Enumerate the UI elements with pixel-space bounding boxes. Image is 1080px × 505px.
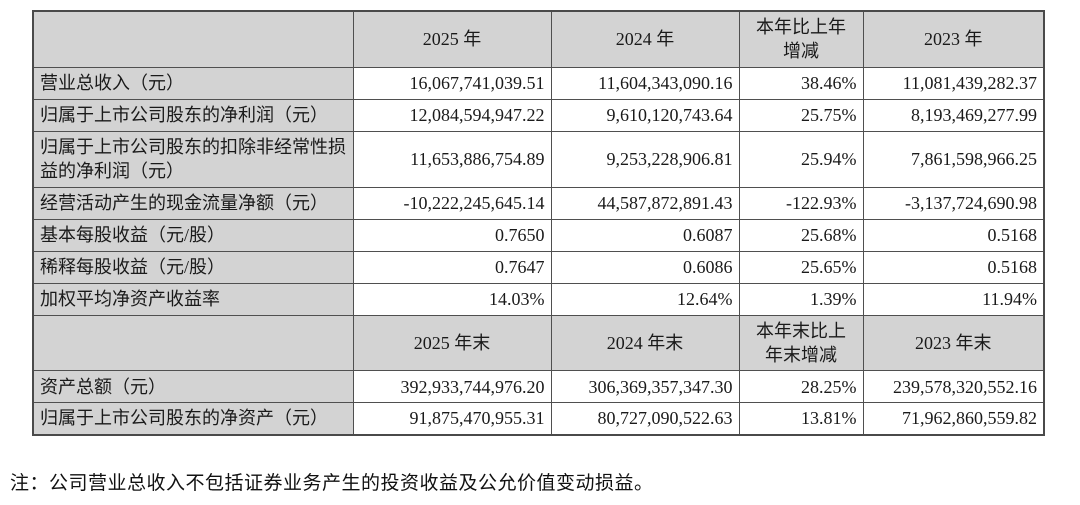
value-2024: 12.64% <box>550 282 740 316</box>
value-2023-end: 239,578,320,552.16 <box>862 370 1045 404</box>
value-2025: -10,222,245,645.14 <box>352 186 552 220</box>
header-blank <box>32 10 354 68</box>
table-row-weighted-avg-roe: 加权平均净资产收益率 14.03% 12.64% 1.39% 11.94% <box>32 282 1045 316</box>
header-2024: 2024 年 <box>550 10 740 68</box>
value-change: 25.65% <box>738 250 864 284</box>
value-change: -122.93% <box>738 186 864 220</box>
value-2025: 16,067,741,039.51 <box>352 66 552 100</box>
table-header-annual: 2025 年 2024 年 本年比上年 增减 2023 年 <box>32 10 1045 68</box>
header-2023-end: 2023 年末 <box>862 314 1045 372</box>
footnote: 注：公司营业总收入不包括证券业务产生的投资收益及公允价值变动损益。 <box>10 473 654 494</box>
value-2023: 7,861,598,966.25 <box>862 130 1045 188</box>
key-financials-table: 2025 年 2024 年 本年比上年 增减 2023 年 营业总收入（元） 1… <box>32 10 1045 436</box>
table-row-operating-cash-flow: 经营活动产生的现金流量净额（元） -10,222,245,645.14 44,5… <box>32 186 1045 220</box>
value-change: 28.25% <box>738 370 864 404</box>
value-change: 25.68% <box>738 218 864 252</box>
value-change: 1.39% <box>738 282 864 316</box>
header-2023: 2023 年 <box>862 10 1045 68</box>
value-2024-end: 80,727,090,522.63 <box>550 402 740 436</box>
row-label: 经营活动产生的现金流量净额（元） <box>32 186 354 220</box>
header-2024-end: 2024 年末 <box>550 314 740 372</box>
value-2025: 0.7650 <box>352 218 552 252</box>
table-row-basic-eps: 基本每股收益（元/股） 0.7650 0.6087 25.68% 0.5168 <box>32 218 1045 252</box>
value-change: 25.75% <box>738 98 864 132</box>
value-2024: 9,610,120,743.64 <box>550 98 740 132</box>
header-yoy-change: 本年比上年 增减 <box>738 10 864 68</box>
header-2025: 2025 年 <box>352 10 552 68</box>
value-2025-end: 91,875,470,955.31 <box>352 402 552 436</box>
value-2024: 9,253,228,906.81 <box>550 130 740 188</box>
value-change: 38.46% <box>738 66 864 100</box>
row-label: 归属于上市公司股东的净资产（元） <box>32 402 354 436</box>
table-row-total-revenue: 营业总收入（元） 16,067,741,039.51 11,604,343,09… <box>32 66 1045 100</box>
row-label: 营业总收入（元） <box>32 66 354 100</box>
header-end-yoy-change: 本年末比上 年末增减 <box>738 314 864 372</box>
value-2025-end: 392,933,744,976.20 <box>352 370 552 404</box>
value-2024-end: 306,369,357,347.30 <box>550 370 740 404</box>
row-label: 资产总额（元） <box>32 370 354 404</box>
value-2023: 0.5168 <box>862 218 1045 252</box>
value-2023-end: 71,962,860,559.82 <box>862 402 1045 436</box>
value-2023: 0.5168 <box>862 250 1045 284</box>
value-2023: 11,081,439,282.37 <box>862 66 1045 100</box>
table-row-total-assets: 资产总额（元） 392,933,744,976.20 306,369,357,3… <box>32 370 1045 404</box>
value-change: 25.94% <box>738 130 864 188</box>
value-2024: 0.6087 <box>550 218 740 252</box>
header-2025-end: 2025 年末 <box>352 314 552 372</box>
value-2025: 12,084,594,947.22 <box>352 98 552 132</box>
table-row-net-profit-excl-nonrecurring: 归属于上市公司股东的扣除非经常性损益的净利润（元） 11,653,886,754… <box>32 130 1045 188</box>
header-blank <box>32 314 354 372</box>
value-2025: 0.7647 <box>352 250 552 284</box>
value-2023: 11.94% <box>862 282 1045 316</box>
value-2024: 11,604,343,090.16 <box>550 66 740 100</box>
table-row-diluted-eps: 稀释每股收益（元/股） 0.7647 0.6086 25.65% 0.5168 <box>32 250 1045 284</box>
row-label: 基本每股收益（元/股） <box>32 218 354 252</box>
value-change: 13.81% <box>738 402 864 436</box>
value-2023: 8,193,469,277.99 <box>862 98 1045 132</box>
value-2023: -3,137,724,690.98 <box>862 186 1045 220</box>
table-header-period-end: 2025 年末 2024 年末 本年末比上 年末增减 2023 年末 <box>32 314 1045 372</box>
row-label: 归属于上市公司股东的净利润（元） <box>32 98 354 132</box>
table-row-net-assets: 归属于上市公司股东的净资产（元） 91,875,470,955.31 80,72… <box>32 402 1045 436</box>
value-2024: 44,587,872,891.43 <box>550 186 740 220</box>
value-2025: 11,653,886,754.89 <box>352 130 552 188</box>
table-row-net-profit: 归属于上市公司股东的净利润（元） 12,084,594,947.22 9,610… <box>32 98 1045 132</box>
row-label: 归属于上市公司股东的扣除非经常性损益的净利润（元） <box>32 130 354 188</box>
row-label: 加权平均净资产收益率 <box>32 282 354 316</box>
value-2024: 0.6086 <box>550 250 740 284</box>
row-label: 稀释每股收益（元/股） <box>32 250 354 284</box>
value-2025: 14.03% <box>352 282 552 316</box>
